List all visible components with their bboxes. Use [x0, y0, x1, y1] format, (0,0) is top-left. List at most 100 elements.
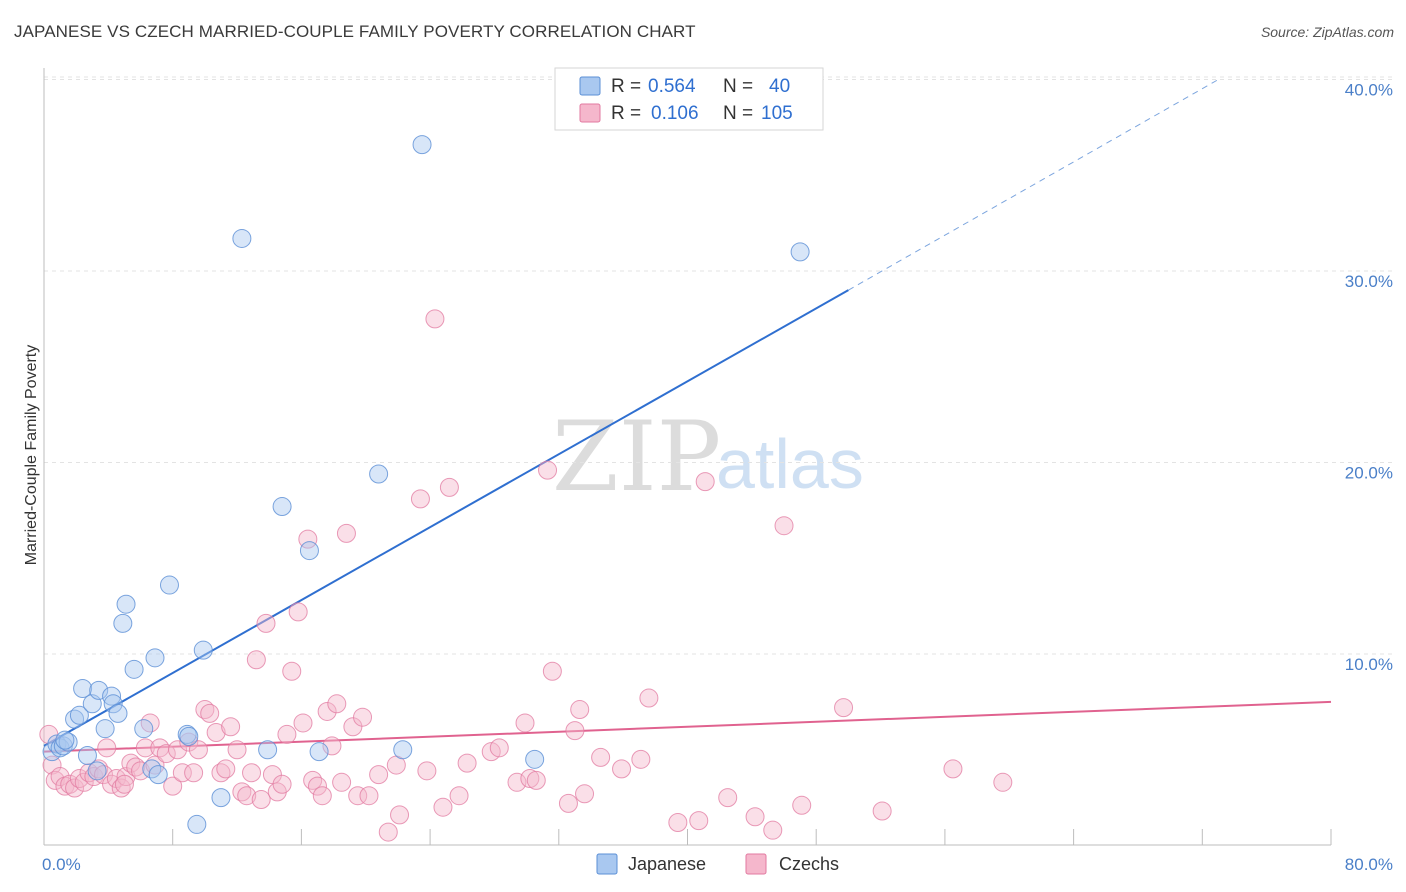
czech-point: [943, 759, 963, 779]
czech-point: [307, 776, 327, 796]
czech-point: [507, 772, 527, 792]
japanese-point: [124, 659, 144, 679]
legend-czech-n-value: 105: [761, 103, 793, 124]
czech-point: [317, 701, 337, 721]
czech-point: [272, 774, 292, 794]
czech-point: [97, 738, 117, 758]
bottom-legend-japanese-label: Japanese: [628, 854, 706, 874]
data-points: [39, 135, 1013, 842]
czech-point: [114, 774, 134, 794]
japanese-point: [412, 135, 432, 155]
watermark: ZIP atlas: [552, 401, 864, 513]
japanese-point: [95, 719, 115, 739]
czech-point: [256, 613, 276, 633]
bottom-legend-czech-swatch: [745, 853, 767, 875]
czech-point: [457, 753, 477, 773]
grid: [44, 76, 1392, 655]
japanese-point: [211, 788, 231, 808]
czech-point: [282, 661, 302, 681]
japanese-point: [790, 242, 810, 262]
y-tick-label: 40.0%: [1345, 81, 1393, 100]
x-tick-label: 80.0%: [1345, 855, 1393, 874]
bottom-legend: Japanese Czechs: [596, 853, 839, 875]
czech-point: [262, 765, 282, 785]
czech-point: [163, 776, 183, 796]
czech-point: [570, 700, 590, 720]
czech-point: [135, 738, 155, 758]
japanese-point: [232, 228, 252, 248]
japanese-point: [108, 703, 128, 723]
legend-czech-r-value: 0.106: [651, 103, 699, 124]
czech-point: [200, 703, 220, 723]
czech-point: [179, 732, 199, 752]
bottom-legend-japanese-swatch: [596, 853, 618, 875]
czech-point: [188, 740, 208, 760]
japanese-point: [145, 648, 165, 668]
czech-point: [50, 767, 70, 787]
legend-japanese-r-value: 0.564: [648, 76, 696, 97]
czech-point: [745, 807, 765, 827]
czech-point: [520, 768, 540, 788]
japanese-point: [69, 705, 89, 725]
japanese-point: [87, 761, 107, 781]
czech-point: [332, 772, 352, 792]
japanese-point: [148, 765, 168, 785]
czech-point: [293, 713, 313, 733]
czech-point: [312, 786, 332, 806]
bottom-legend-czech-label: Czechs: [779, 854, 839, 874]
czech-point: [168, 740, 188, 760]
czech-point: [246, 650, 266, 670]
czech-point: [184, 763, 204, 783]
czech-point: [242, 763, 262, 783]
czech-point: [74, 772, 94, 792]
japanese-point: [193, 640, 213, 660]
czech-point: [612, 759, 632, 779]
legend-japanese-r-label: R =: [611, 76, 641, 97]
japanese-point: [525, 749, 545, 769]
czech-point: [718, 788, 738, 808]
japanese-point: [159, 575, 179, 595]
czech-point: [156, 744, 176, 764]
czech-point: [327, 694, 347, 714]
czech-point: [277, 724, 297, 744]
czech-point: [538, 460, 558, 480]
japanese-point: [272, 497, 292, 517]
czech-point: [343, 717, 363, 737]
czech-point: [369, 765, 389, 785]
czech-point: [417, 761, 437, 781]
czech-point: [834, 698, 854, 718]
legend-czech-swatch: [579, 103, 601, 123]
czech-trend-line: [43, 700, 1332, 753]
y-tick-label: 20.0%: [1345, 464, 1393, 483]
czech-point: [872, 801, 892, 821]
japanese-point: [73, 678, 93, 698]
czech-point: [353, 707, 373, 727]
czech-point: [993, 772, 1013, 792]
czech-point: [565, 721, 585, 741]
czech-point: [172, 763, 192, 783]
japanese-point: [116, 594, 136, 614]
japanese-point: [134, 719, 154, 739]
czech-point: [65, 778, 85, 798]
czech-point: [251, 790, 271, 810]
legend: R = 0.564 N = 40 R = 0.106 N = 105: [554, 67, 824, 131]
legend-japanese-n-label: N =: [723, 76, 753, 97]
japanese-point: [187, 814, 207, 834]
czech-point: [774, 516, 794, 536]
legend-japanese-n-value: 40: [769, 76, 790, 97]
czech-point: [206, 723, 226, 743]
czech-point: [449, 786, 469, 806]
japanese-point: [77, 745, 97, 765]
japanese-point: [369, 464, 389, 484]
czech-point: [526, 770, 546, 790]
japanese-point: [299, 541, 319, 561]
y-axis-label: Married-Couple Family Poverty: [23, 345, 40, 566]
watermark-zip: ZIP: [552, 401, 721, 513]
czech-point: [591, 747, 611, 767]
czech-point: [631, 749, 651, 769]
y-tick-label: 10.0%: [1345, 655, 1393, 674]
czech-point: [237, 786, 257, 806]
czech-point: [425, 309, 445, 329]
japanese-point: [309, 742, 329, 762]
czech-point: [668, 813, 688, 833]
